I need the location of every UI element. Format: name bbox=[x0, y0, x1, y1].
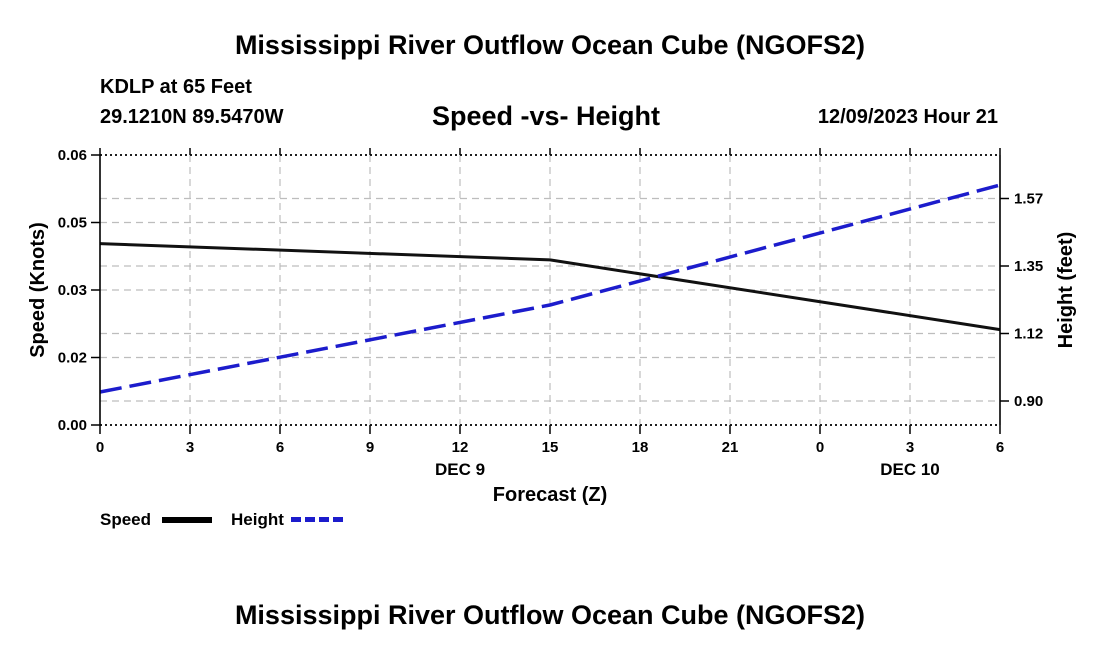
x-tick-label: 21 bbox=[722, 439, 739, 456]
y2-tick-label: 0.90 bbox=[1014, 393, 1043, 410]
x-tick-label: 3 bbox=[906, 439, 914, 456]
footer-title: Mississippi River Outflow Ocean Cube (NG… bbox=[234, 600, 866, 630]
x-tick-label: 6 bbox=[276, 439, 284, 456]
chart-title: Mississippi River Outflow Ocean Cube (NG… bbox=[234, 30, 866, 60]
y-tick-label: 0.02 bbox=[58, 350, 87, 367]
y-tick-label: 0.00 bbox=[58, 417, 87, 434]
x-date-label: DEC 9 bbox=[435, 460, 485, 479]
y-axis-title: Speed (Knots) bbox=[27, 222, 49, 358]
x-tick-label: 15 bbox=[542, 439, 559, 456]
series-line-height bbox=[99, 183, 1001, 394]
x-date-label: DEC 10 bbox=[880, 460, 940, 479]
x-tick-label: 12 bbox=[452, 439, 469, 456]
y2-axis-title: Height (feet) bbox=[1055, 232, 1077, 349]
station-label: KDLP at 65 Feet bbox=[100, 76, 252, 98]
x-tick-label: 18 bbox=[632, 439, 649, 456]
y-tick-label: 0.06 bbox=[58, 147, 87, 164]
x-tick-label: 6 bbox=[996, 439, 1004, 456]
y-tick-label: 0.05 bbox=[58, 215, 87, 232]
forecast-datetime: 12/09/2023 Hour 21 bbox=[817, 106, 998, 128]
chart-subtitle: Speed -vs- Height bbox=[432, 101, 661, 131]
x-tick-label: 9 bbox=[366, 439, 374, 456]
legend-speed-swatch bbox=[162, 517, 212, 523]
y2-tick-label: 1.12 bbox=[1014, 326, 1043, 343]
legend-speed-label: Speed bbox=[100, 510, 152, 529]
series-line-speed bbox=[99, 242, 1001, 332]
legend-height-label: Height bbox=[231, 510, 284, 529]
y2-tick-label: 1.57 bbox=[1014, 191, 1043, 208]
station-coordinates: 29.1210N 89.5470W bbox=[100, 106, 284, 128]
y2-tick-label: 1.35 bbox=[1014, 258, 1043, 275]
x-tick-label: 0 bbox=[96, 439, 104, 456]
x-tick-label: 0 bbox=[816, 439, 824, 456]
legend-height-swatch bbox=[291, 517, 343, 522]
y-tick-label: 0.03 bbox=[58, 282, 87, 299]
x-axis-title: Forecast (Z) bbox=[493, 484, 607, 506]
x-tick-label: 3 bbox=[186, 439, 194, 456]
